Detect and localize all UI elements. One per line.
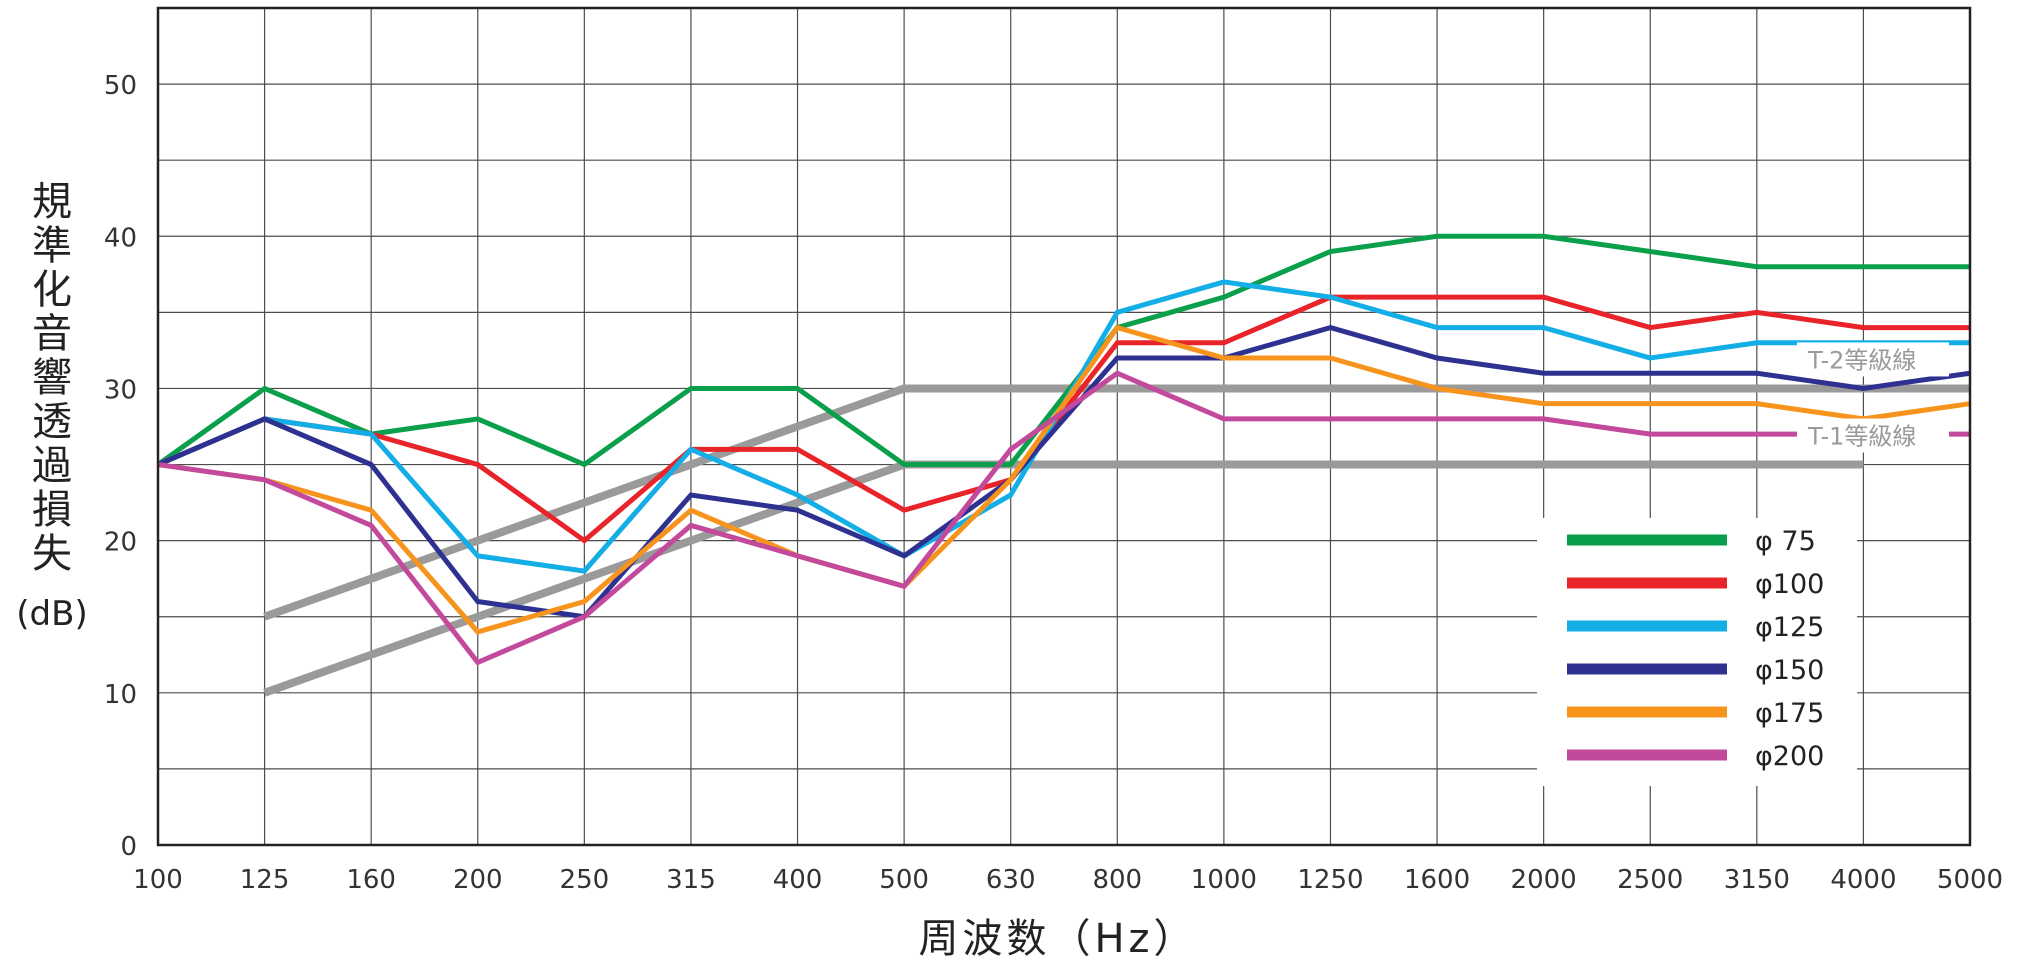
x-tick-label: 100 xyxy=(133,865,183,895)
reference-label-plate xyxy=(1797,418,1949,453)
series-line xyxy=(157,324,1971,620)
reference-labels: T-2等級線 T-1等級線 xyxy=(1797,342,1949,453)
legend-label: φ200 xyxy=(1755,741,1824,772)
x-tick-label: 4000 xyxy=(1830,865,1896,895)
legend-label: φ150 xyxy=(1755,655,1824,686)
x-tick-label: 500 xyxy=(879,865,929,895)
legend-label: φ100 xyxy=(1755,569,1824,600)
x-tick-labels: 100 125 160 200 250 315 400 500 630 800 1000 1250 16… xyxy=(133,865,2003,895)
legend-label: φ175 xyxy=(1755,698,1824,729)
x-tick-label: 315 xyxy=(666,865,716,895)
reference-label: T-1等級線 xyxy=(1807,423,1916,451)
x-tick-label: 800 xyxy=(1092,865,1142,895)
x-tick-label: 1250 xyxy=(1297,865,1363,895)
x-tick-label: 1000 xyxy=(1191,865,1257,895)
x-tick-label: 250 xyxy=(560,865,610,895)
reference-label-plate xyxy=(1797,342,1949,377)
reference-label: T-2等級線 xyxy=(1807,346,1916,374)
x-tick-label: 5000 xyxy=(1937,865,2003,895)
y-axis-title: 規準化音響透過損失 xyxy=(32,179,72,577)
y-axis-unit: (dB) xyxy=(16,594,87,634)
x-tick-label: 1600 xyxy=(1404,865,1470,895)
x-tick-label: 3150 xyxy=(1724,865,1790,895)
legend: φ 75 φ100 φ125 φ150 φ175 φ200 xyxy=(1537,518,1857,786)
x-tick-label: 2500 xyxy=(1617,865,1683,895)
x-tick-label: 160 xyxy=(346,865,396,895)
plot-frame xyxy=(156,6,1972,847)
x-tick-label: 200 xyxy=(453,865,503,895)
y-tick-label: 10 xyxy=(104,680,137,710)
legend-label: φ125 xyxy=(1755,612,1824,643)
x-tick-label: 2000 xyxy=(1511,865,1577,895)
series-line xyxy=(157,370,1970,666)
series-lines xyxy=(156,233,1971,666)
legend-box xyxy=(1537,518,1857,786)
y-tick-label: 30 xyxy=(104,375,137,405)
series-line xyxy=(157,324,1971,635)
x-tick-label: 125 xyxy=(240,865,290,895)
reference-line xyxy=(263,460,1864,697)
x-tick-label: 630 xyxy=(986,865,1036,895)
y-tick-label: 50 xyxy=(104,71,137,101)
y-tick-labels: 0 10 20 30 40 50 xyxy=(104,71,137,862)
y-tick-label: 0 xyxy=(120,832,137,862)
x-axis-title: 周波数（Hz） xyxy=(918,916,1197,962)
series-line xyxy=(156,233,1970,468)
y-tick-label: 20 xyxy=(104,528,137,558)
x-tick-label: 400 xyxy=(773,865,823,895)
y-tick-label: 40 xyxy=(104,223,137,253)
legend-label: φ 75 xyxy=(1755,526,1816,557)
